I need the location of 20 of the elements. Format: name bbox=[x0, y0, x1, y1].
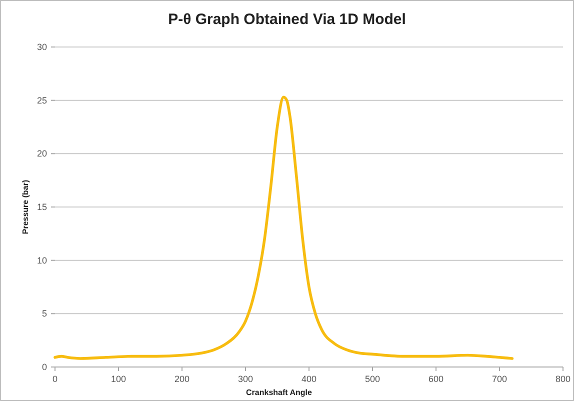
x-tick-label: 800 bbox=[555, 374, 571, 384]
y-tick-label: 20 bbox=[36, 148, 47, 159]
x-tick-label: 700 bbox=[492, 374, 508, 384]
x-tick-label: 0 bbox=[52, 374, 58, 384]
line-series bbox=[54, 96, 514, 360]
y-axis-title: Pressure (bar) bbox=[21, 180, 30, 234]
y-tick-label: 0 bbox=[42, 362, 47, 372]
x-tick-label: 200 bbox=[174, 374, 190, 384]
y-tick-label: 15 bbox=[36, 202, 47, 212]
x-tick-label: 500 bbox=[364, 374, 380, 384]
x-tick-label: 600 bbox=[428, 374, 444, 384]
x-tick-label: 100 bbox=[110, 374, 126, 384]
x-tick-label: 400 bbox=[301, 374, 317, 384]
y-tick-label: 25 bbox=[36, 95, 47, 106]
chart-title: P-θ Graph Obtained Via 1D Model bbox=[168, 11, 406, 28]
y-tick-label: 5 bbox=[42, 308, 47, 319]
x-axis-title: Crankshaft Angle bbox=[246, 388, 313, 397]
x-tick-label: 300 bbox=[238, 374, 254, 384]
y-tick-label: 10 bbox=[36, 255, 47, 266]
y-tick-label: 30 bbox=[36, 42, 47, 52]
